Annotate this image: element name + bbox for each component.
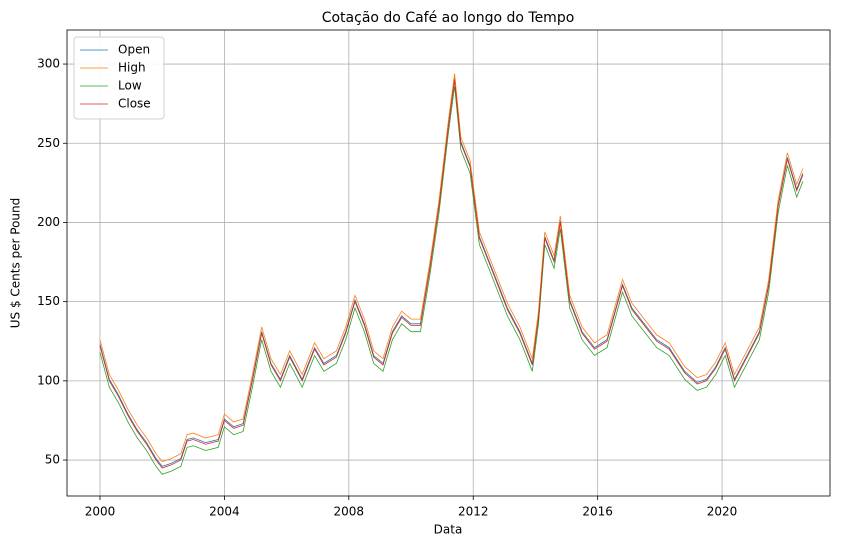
x-tick-label: 2000 <box>85 505 116 519</box>
legend-label: Low <box>118 79 142 93</box>
plot-frame <box>66 29 831 497</box>
x-axis-label: Data <box>434 523 463 537</box>
legend-label: Close <box>118 97 151 111</box>
y-axis-label: US $ Cents per Pound <box>9 198 23 329</box>
x-tick-label: 2012 <box>458 505 489 519</box>
chart-title: Cotação do Café ao longo do Tempo <box>322 10 575 26</box>
y-tick-label: 150 <box>37 294 60 308</box>
y-tick-label: 300 <box>37 57 60 71</box>
y-tick-label: 100 <box>37 373 60 387</box>
line-series <box>99 86 804 475</box>
x-tick-label: 2004 <box>209 505 240 519</box>
x-tick-label: 2008 <box>334 505 365 519</box>
y-tick-label: 50 <box>45 453 60 467</box>
x-tick-label: 2016 <box>582 505 613 519</box>
y-tick-label: 250 <box>37 136 60 150</box>
x-tick-label: 2020 <box>707 505 738 519</box>
legend-box <box>73 36 165 120</box>
y-tick-label: 200 <box>37 215 60 229</box>
legend-label: High <box>118 61 146 75</box>
legend-label: Open <box>118 43 150 57</box>
line-series <box>99 78 804 467</box>
line-series <box>99 73 804 463</box>
line-series <box>99 79 804 469</box>
